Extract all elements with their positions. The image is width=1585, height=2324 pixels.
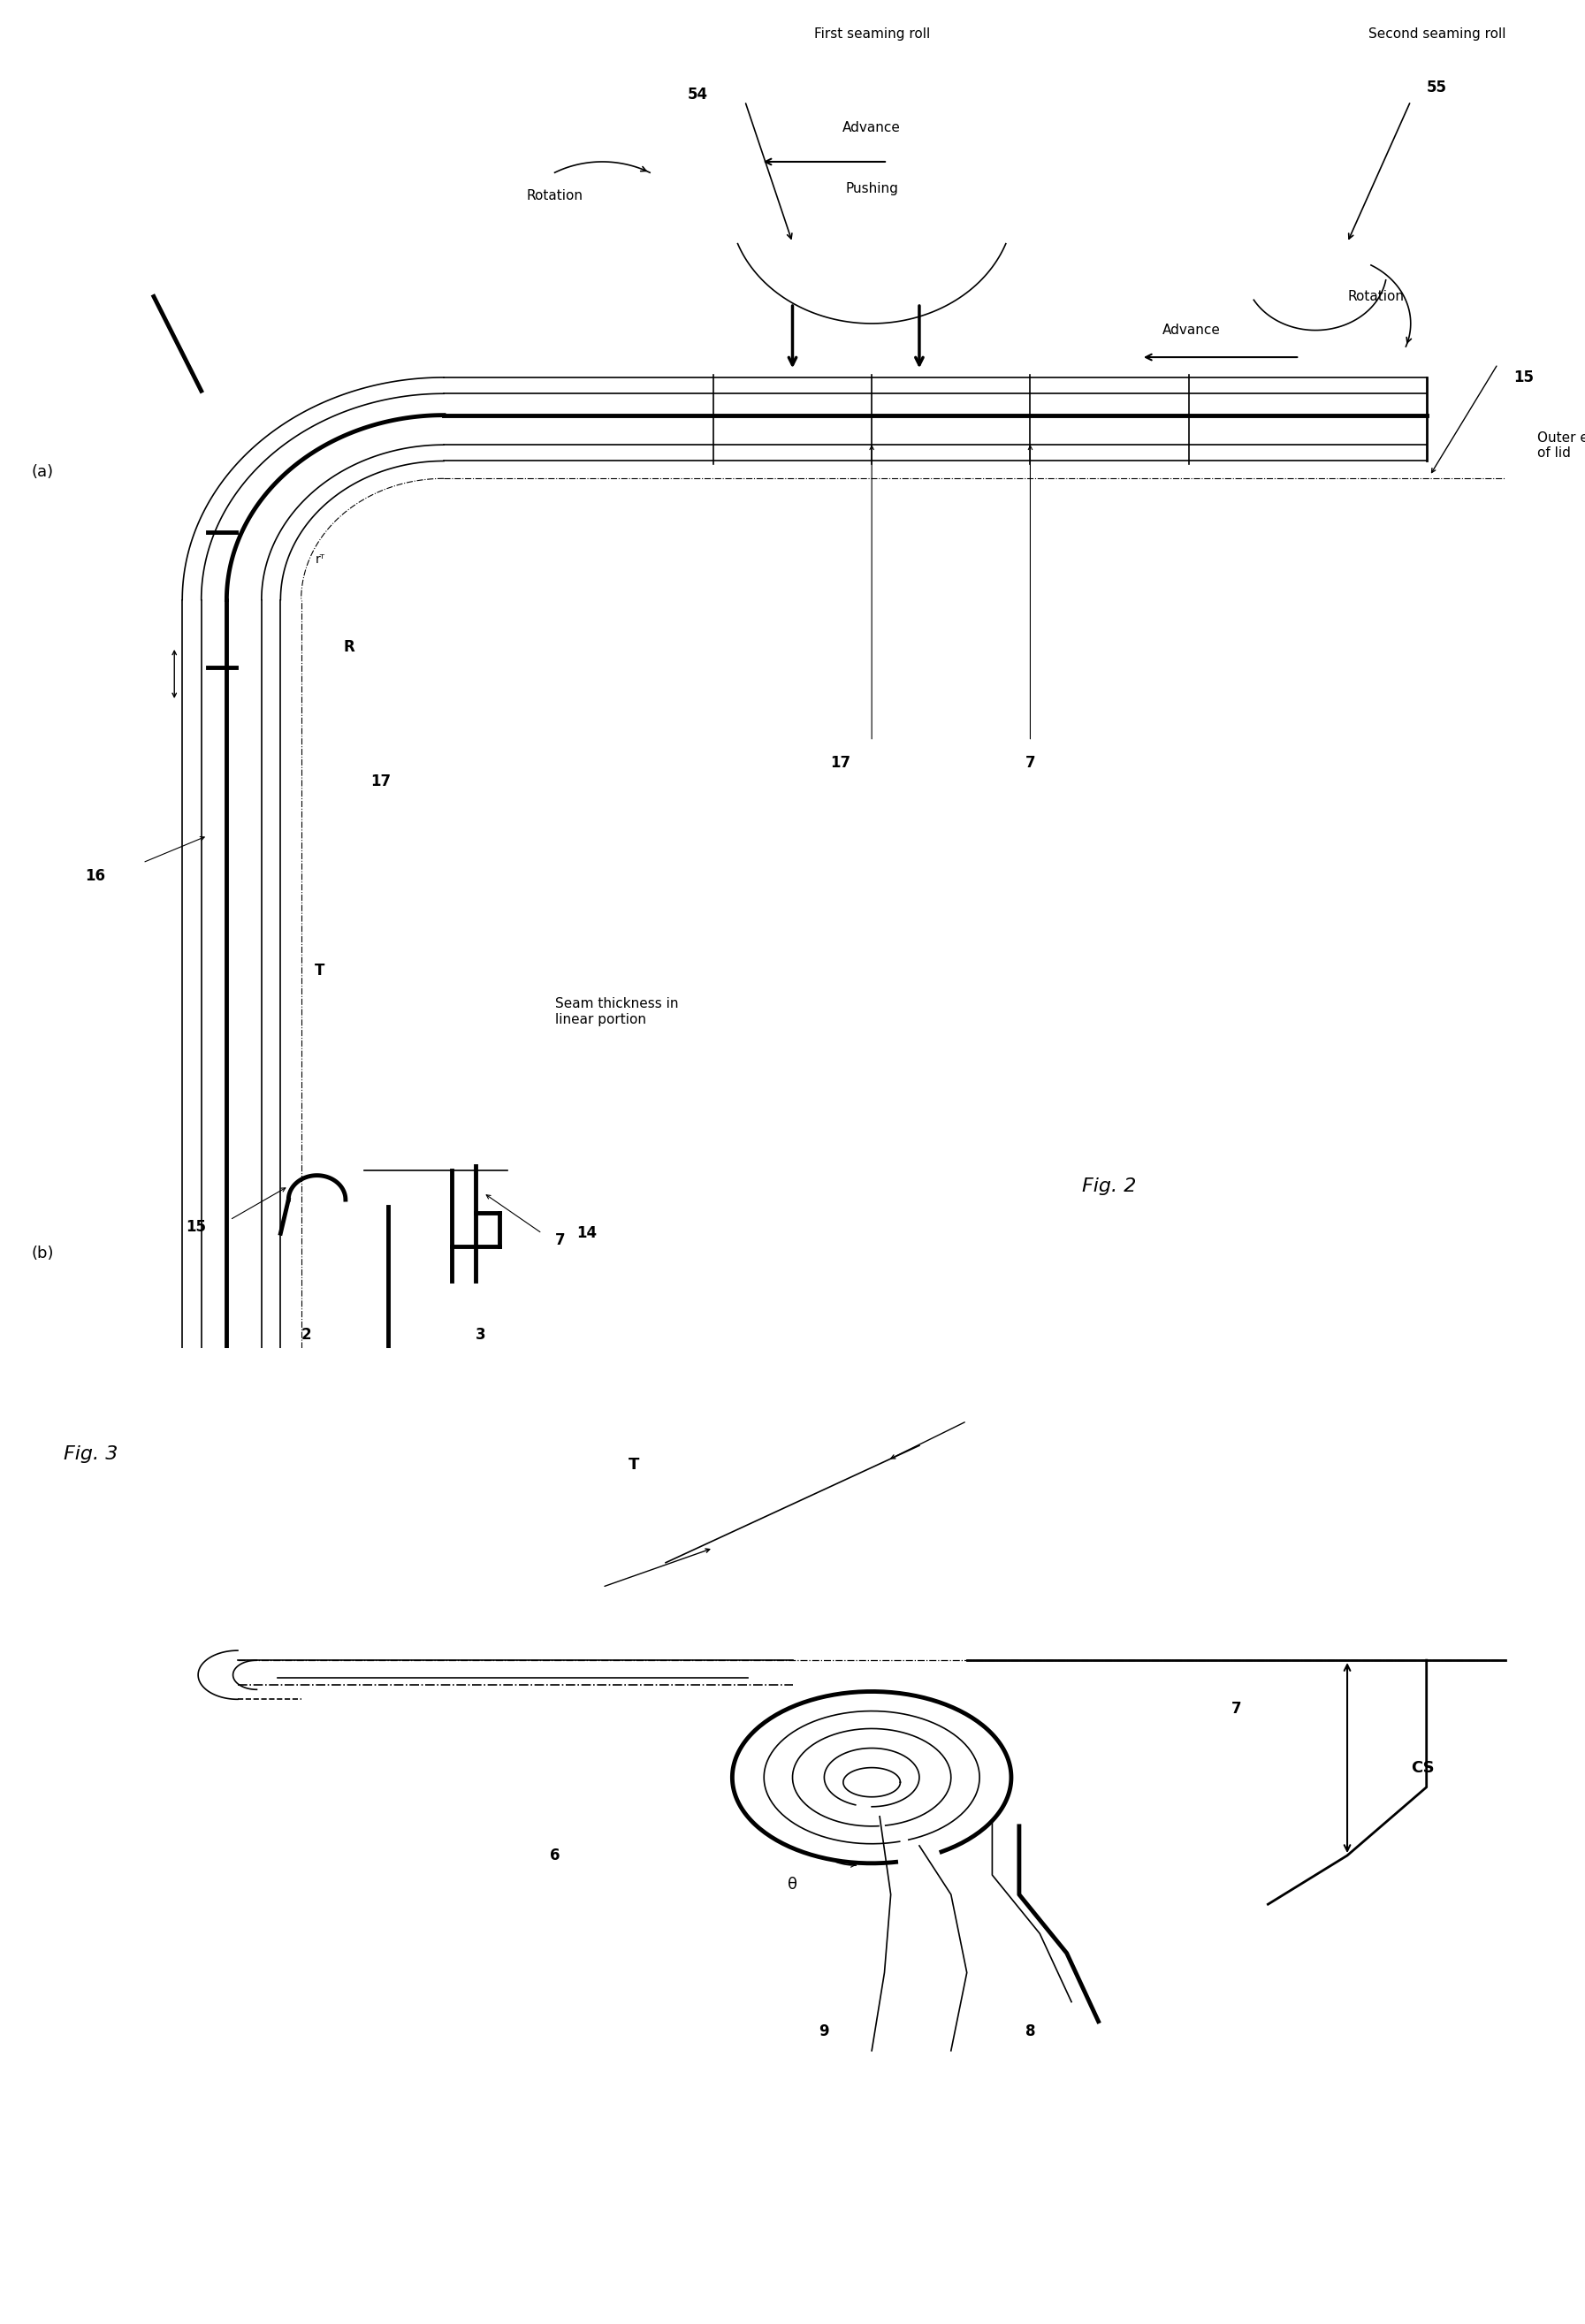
Text: T: T: [315, 962, 325, 978]
Text: 16: 16: [86, 869, 105, 883]
Text: 15: 15: [1514, 370, 1534, 386]
Text: 2: 2: [301, 1327, 311, 1343]
Text: θ: θ: [788, 1878, 797, 1892]
Text: 17: 17: [371, 774, 390, 790]
Text: Pushing: Pushing: [845, 181, 899, 195]
Text: Outer end
of lid: Outer end of lid: [1537, 432, 1585, 460]
Text: 15: 15: [185, 1218, 206, 1234]
Text: 54: 54: [688, 86, 707, 102]
Text: Fig. 3: Fig. 3: [63, 1446, 117, 1464]
Text: 6: 6: [550, 1848, 560, 1864]
Text: Second seaming roll: Second seaming roll: [1368, 28, 1506, 40]
Text: First seaming roll: First seaming roll: [813, 28, 930, 40]
Text: 3: 3: [476, 1327, 485, 1343]
Text: rᵀ: rᵀ: [315, 553, 325, 565]
Text: Fig. 2: Fig. 2: [1083, 1178, 1136, 1195]
Text: 9: 9: [819, 2024, 829, 2038]
Text: 8: 8: [1025, 2024, 1035, 2038]
Text: 7: 7: [1025, 755, 1035, 772]
Text: 14: 14: [577, 1225, 596, 1241]
Text: 7: 7: [1232, 1701, 1241, 1717]
Text: (a): (a): [32, 465, 54, 479]
Text: 7: 7: [555, 1232, 564, 1248]
Text: R: R: [342, 639, 355, 655]
Text: Advance: Advance: [843, 121, 900, 135]
Text: Advance: Advance: [1162, 323, 1220, 337]
Text: (b): (b): [32, 1246, 54, 1262]
Text: T: T: [629, 1457, 639, 1473]
Text: 17: 17: [831, 755, 850, 772]
Text: Seam thickness in
linear portion: Seam thickness in linear portion: [555, 997, 678, 1027]
Text: Rotation: Rotation: [526, 188, 583, 202]
Text: CS: CS: [1411, 1759, 1434, 1776]
Text: Rotation: Rotation: [1347, 290, 1404, 302]
Text: 55: 55: [1426, 79, 1447, 95]
